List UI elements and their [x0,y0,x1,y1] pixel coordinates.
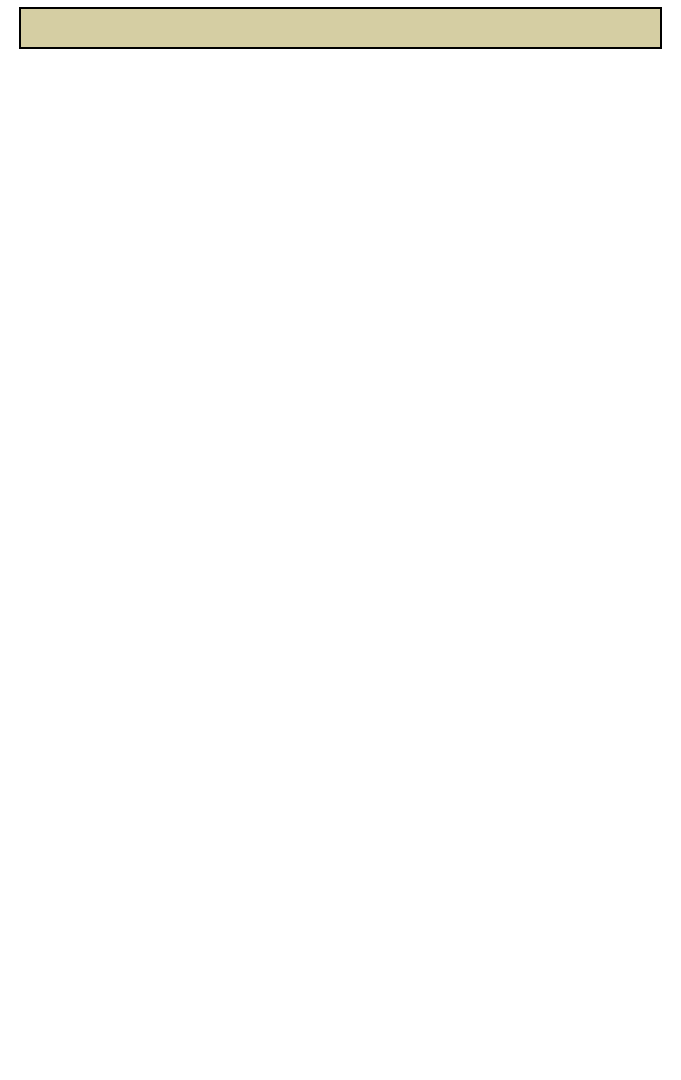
diagram-canvas [0,0,681,1080]
header-bar [20,8,661,48]
